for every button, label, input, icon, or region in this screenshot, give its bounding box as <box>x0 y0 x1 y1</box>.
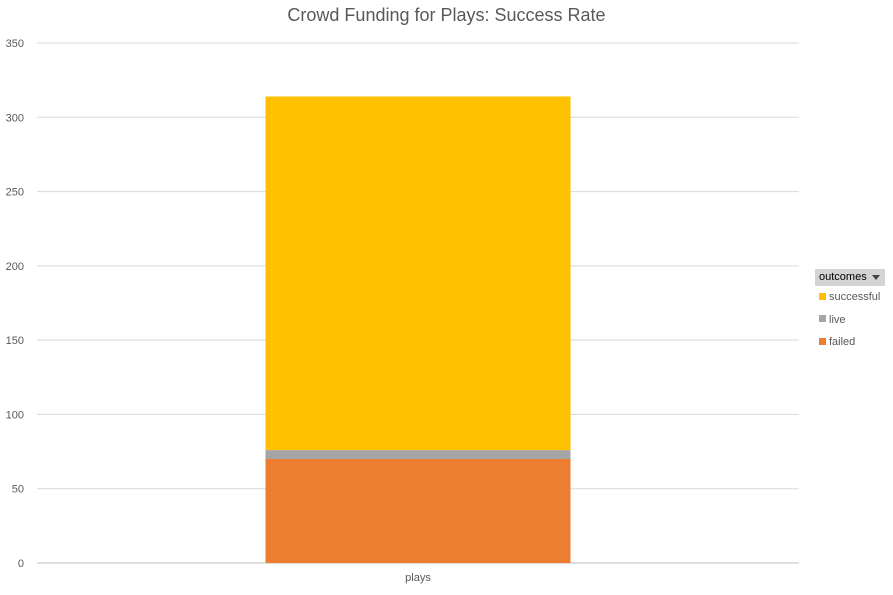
legend-label: successful <box>829 291 881 303</box>
legend-swatch <box>819 337 826 345</box>
legend: outcomes successful live failed <box>815 269 885 354</box>
legend-swatch <box>819 292 826 300</box>
y-tick-label: 100 <box>6 409 24 421</box>
legend-title: outcomes <box>819 271 867 283</box>
legend-swatch <box>819 315 826 323</box>
legend-items: successful live failed <box>815 286 885 354</box>
dropdown-arrow-icon <box>872 275 880 280</box>
bar-segment-successful[interactable] <box>265 96 571 451</box>
y-tick-label: 350 <box>6 38 24 50</box>
bar-segment-live[interactable] <box>265 450 571 459</box>
y-tick-label: 200 <box>6 261 24 273</box>
y-tick-label: 250 <box>6 187 24 199</box>
y-tick-label: 150 <box>6 335 24 347</box>
legend-item-failed[interactable]: failed <box>815 331 885 354</box>
x-axis: plays <box>405 572 431 584</box>
x-tick-label: plays <box>405 572 431 584</box>
y-tick-label: 0 <box>18 558 24 570</box>
legend-label: live <box>829 313 846 326</box>
legend-label: failed <box>829 336 856 348</box>
legend-item-live[interactable]: live <box>815 309 885 332</box>
chart-title: Crowd Funding for Plays: Success Rate <box>287 5 606 25</box>
legend-filter-button[interactable]: outcomes <box>815 269 885 286</box>
bars <box>265 96 571 563</box>
y-axis: 0 50 100 150 200 250 300 350 <box>6 38 24 570</box>
bar-segment-failed[interactable] <box>265 459 571 563</box>
legend-item-successful[interactable]: successful <box>815 286 885 309</box>
y-tick-label: 300 <box>6 112 24 124</box>
y-tick-label: 50 <box>12 484 24 496</box>
